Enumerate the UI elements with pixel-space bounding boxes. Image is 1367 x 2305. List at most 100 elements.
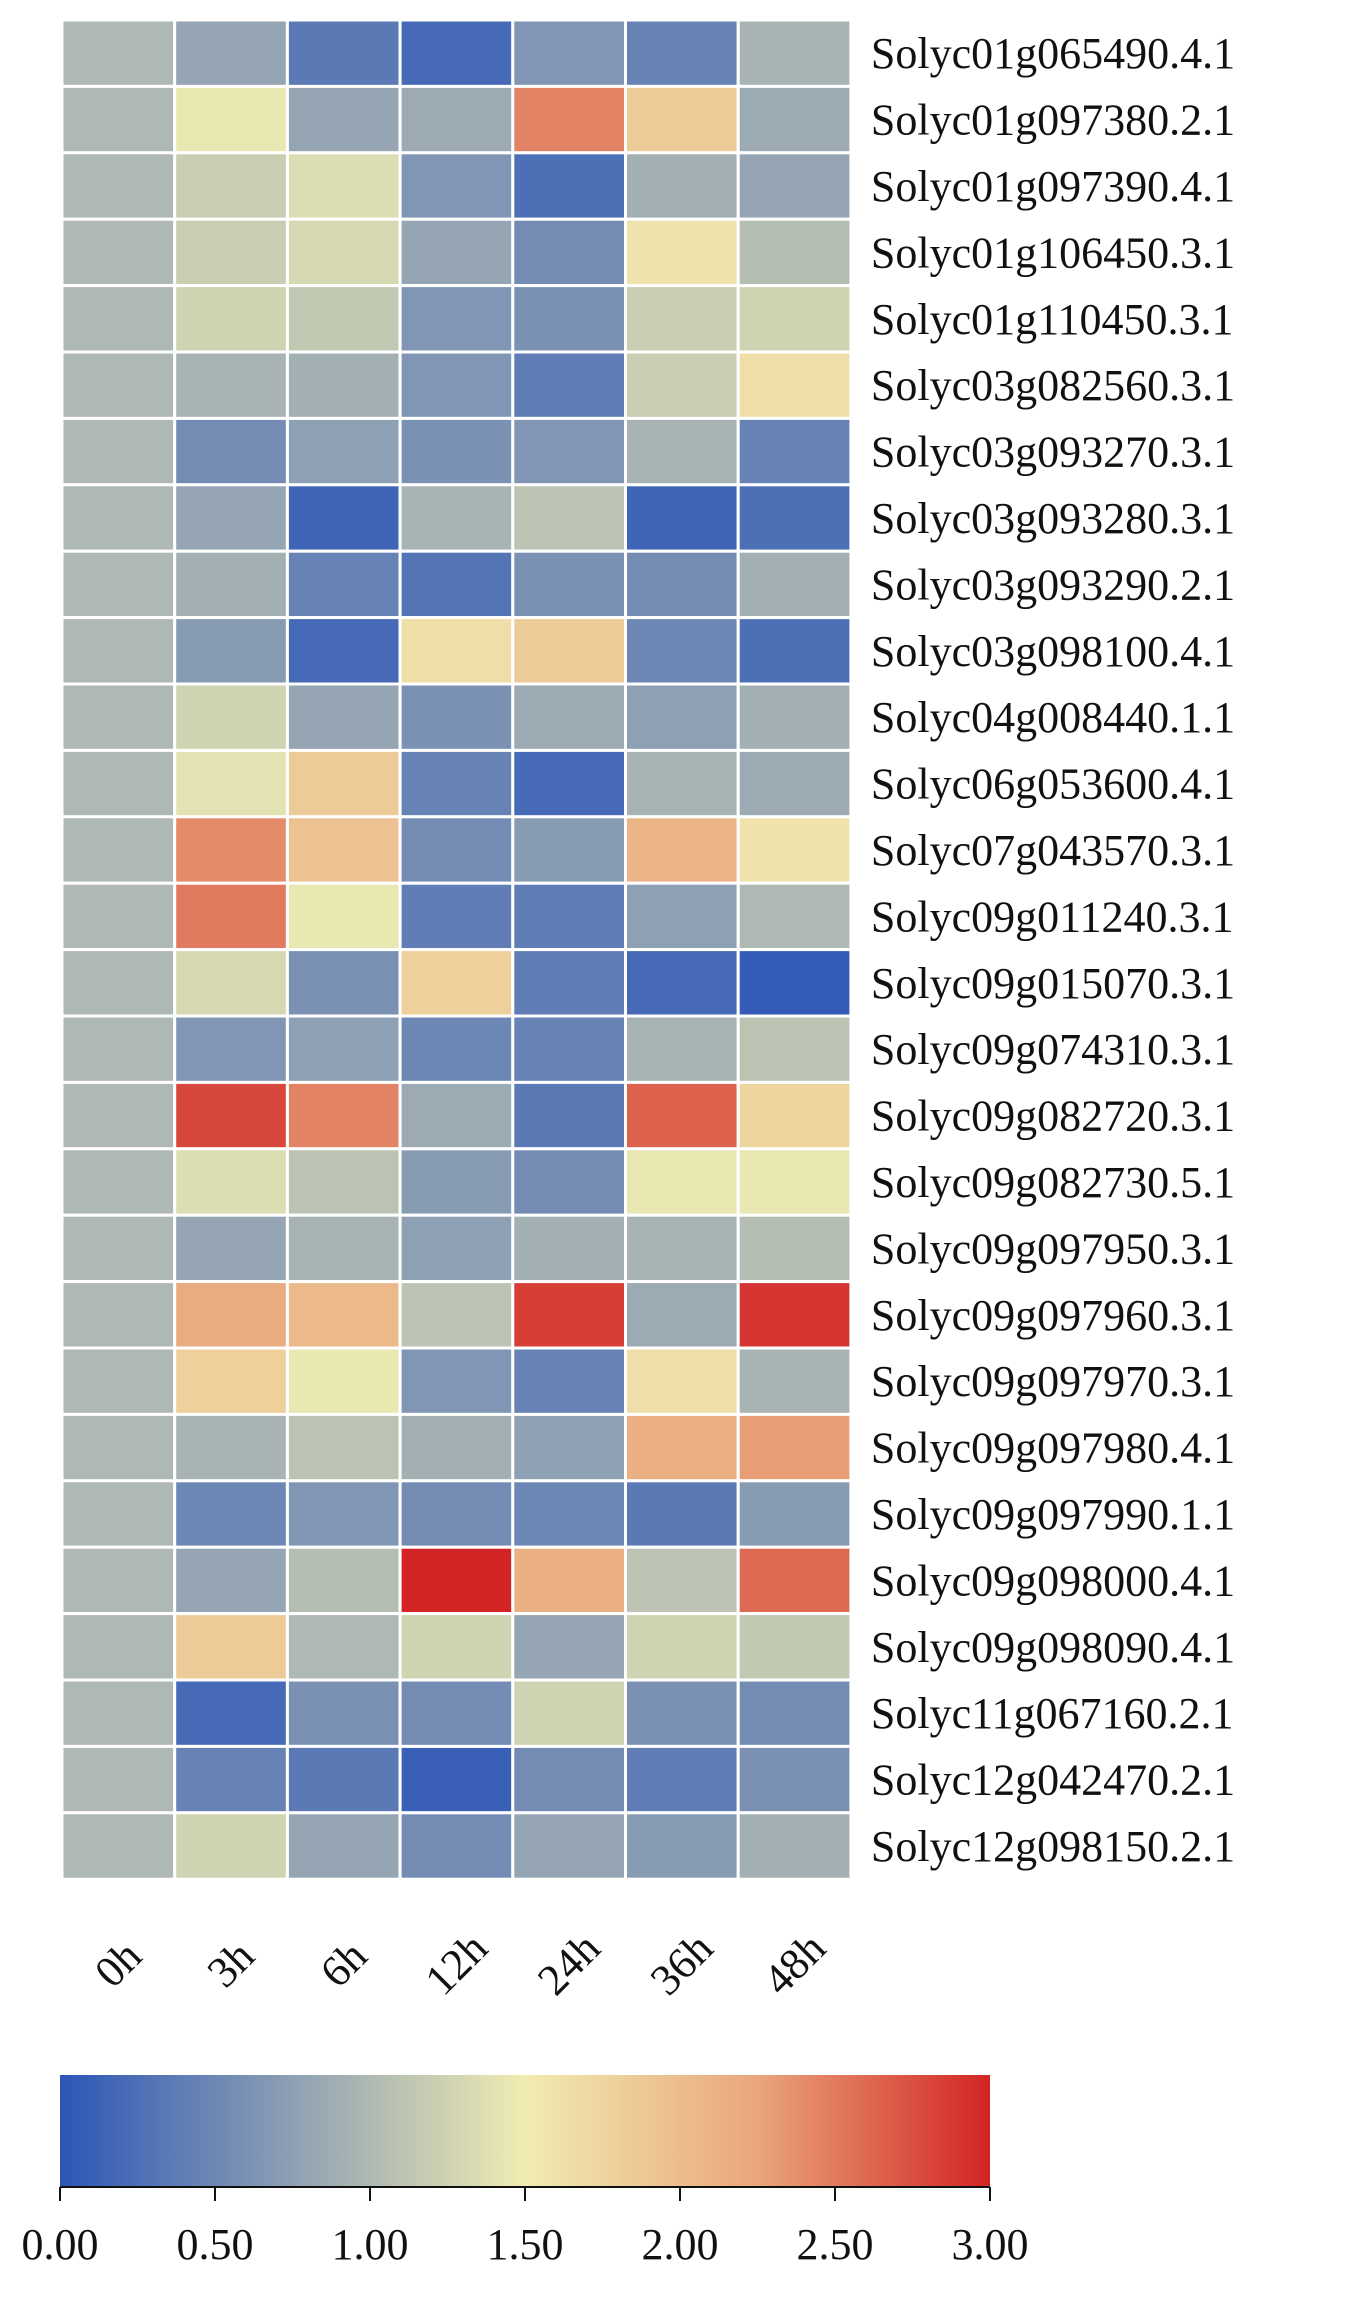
heatmap-cell: [285, 1811, 402, 1881]
heatmap-cell: [511, 1213, 627, 1284]
heatmap-cell: [60, 1744, 177, 1815]
heatmap-cell: [285, 217, 402, 288]
colorbar-tick-label: 1.50: [487, 2220, 564, 2269]
heatmap-cell: [398, 1280, 515, 1350]
row-labels: Solyc01g065490.4.1 Solyc01g097380.2.1 Soly…: [871, 29, 1235, 1871]
heatmap-cell: [285, 682, 402, 752]
heatmap-cell: [398, 1014, 515, 1084]
heatmap-cell: [511, 1147, 627, 1217]
heatmap-cell: [60, 1346, 177, 1416]
heatmap-cell: [736, 1811, 853, 1881]
heatmap-cell: [60, 151, 177, 221]
heatmap-cell: [285, 1412, 402, 1483]
heatmap-cell: [511, 416, 627, 487]
heatmap-cell: [624, 483, 740, 553]
heatmap-cell: [511, 948, 627, 1018]
heatmap-cell: [511, 815, 627, 885]
heatmap-cell: [173, 1080, 289, 1151]
heatmap-cell: [398, 416, 515, 487]
heatmap-cell: [624, 1811, 740, 1881]
row-label: Solyc11g067160.2.1: [871, 1689, 1234, 1738]
heatmap-cell: [173, 284, 289, 354]
heatmap-cell: [285, 1147, 402, 1217]
heatmap-cell: [285, 18, 402, 88]
row-label: Solyc09g074310.3.1: [871, 1025, 1235, 1074]
heatmap-cell: [511, 616, 627, 686]
heatmap-cell: [285, 1213, 402, 1284]
heatmap-cell: [60, 748, 177, 819]
heatmap-cell: [511, 1014, 627, 1084]
heatmap-cell: [60, 1612, 177, 1682]
heatmap-cell: [173, 1280, 289, 1350]
column-label: 36h: [641, 1923, 722, 2004]
heatmap-cell: [736, 1280, 853, 1350]
row-label: Solyc12g042470.2.1: [871, 1756, 1235, 1805]
heatmap-cell: [173, 1545, 289, 1616]
heatmap-cell: [398, 1213, 515, 1284]
heatmap-cell: [624, 350, 740, 420]
heatmap-cell: [624, 1014, 740, 1084]
heatmap-cell: [736, 881, 853, 952]
heatmap-cell: [736, 1346, 853, 1416]
heatmap-cell: [173, 350, 289, 420]
heatmap-cell: [285, 1744, 402, 1815]
heatmap-cell: [511, 881, 627, 952]
heatmap-cell: [285, 1014, 402, 1084]
heatmap-cell: [511, 1080, 627, 1151]
row-label: Solyc07g043570.3.1: [871, 826, 1235, 875]
heatmap-cell: [624, 549, 740, 620]
colorbar-gradient: [60, 2075, 990, 2187]
row-label: Solyc03g093270.3.1: [871, 428, 1235, 477]
heatmap-cell: [511, 1612, 627, 1682]
heatmap-cell: [511, 1280, 627, 1350]
heatmap-cell: [398, 483, 515, 553]
colorbar-tick-label: 1.00: [332, 2220, 409, 2269]
heatmap-cell: [624, 18, 740, 88]
heatmap-cell: [173, 84, 289, 155]
heatmap-cell: [511, 682, 627, 752]
heatmap-cell: [285, 948, 402, 1018]
heatmap-cell: [624, 416, 740, 487]
row-label: Solyc09g097950.3.1: [871, 1224, 1235, 1273]
heatmap-cell: [736, 284, 853, 354]
heatmap-cell: [624, 682, 740, 752]
heatmap-cell: [398, 151, 515, 221]
heatmap-cell: [398, 682, 515, 752]
heatmap-cell: [624, 1678, 740, 1748]
heatmap-cell: [60, 682, 177, 752]
heatmap-cell: [736, 549, 853, 620]
heatmap-cell: [173, 1213, 289, 1284]
colorbar: 0.00 0.50 1.00 1.50 2.00 2.50 3.00: [22, 2075, 1029, 2269]
heatmap-cell: [736, 416, 853, 487]
heatmap-cell: [624, 84, 740, 155]
row-label: Solyc09g015070.3.1: [871, 959, 1235, 1008]
heatmap-cell: [511, 748, 627, 819]
colorbar-tick-label: 0.50: [177, 2220, 254, 2269]
heatmap-cell: [398, 881, 515, 952]
heatmap-cell: [624, 1612, 740, 1682]
heatmap-cell: [624, 1479, 740, 1549]
heatmap-cell: [398, 1678, 515, 1748]
heatmap-cell: [60, 1213, 177, 1284]
heatmap-cell: [624, 1412, 740, 1483]
column-labels: 0h 3h 6h 12h 24h 36h 48h: [85, 1923, 835, 2004]
row-label: Solyc09g082720.3.1: [871, 1092, 1235, 1141]
heatmap-cell: [624, 815, 740, 885]
heatmap-cell: [60, 18, 177, 88]
row-label: Solyc03g082560.3.1: [871, 361, 1235, 410]
heatmap-cell: [60, 1014, 177, 1084]
heatmap-cell: [398, 1080, 515, 1151]
heatmap-cell: [60, 217, 177, 288]
heatmap-cell: [60, 483, 177, 553]
heatmap-cell: [285, 350, 402, 420]
heatmap-cell: [398, 1412, 515, 1483]
heatmap-cell: [285, 1080, 402, 1151]
heatmap-cell: [736, 1080, 853, 1151]
heatmap-cell: [398, 284, 515, 354]
heatmap-cell: [285, 1545, 402, 1616]
heatmap-cell: [285, 1346, 402, 1416]
heatmap-cell: [736, 1545, 853, 1616]
colorbar-tick-label: 0.00: [22, 2220, 99, 2269]
heatmap-cell: [398, 84, 515, 155]
heatmap-cell: [736, 350, 853, 420]
